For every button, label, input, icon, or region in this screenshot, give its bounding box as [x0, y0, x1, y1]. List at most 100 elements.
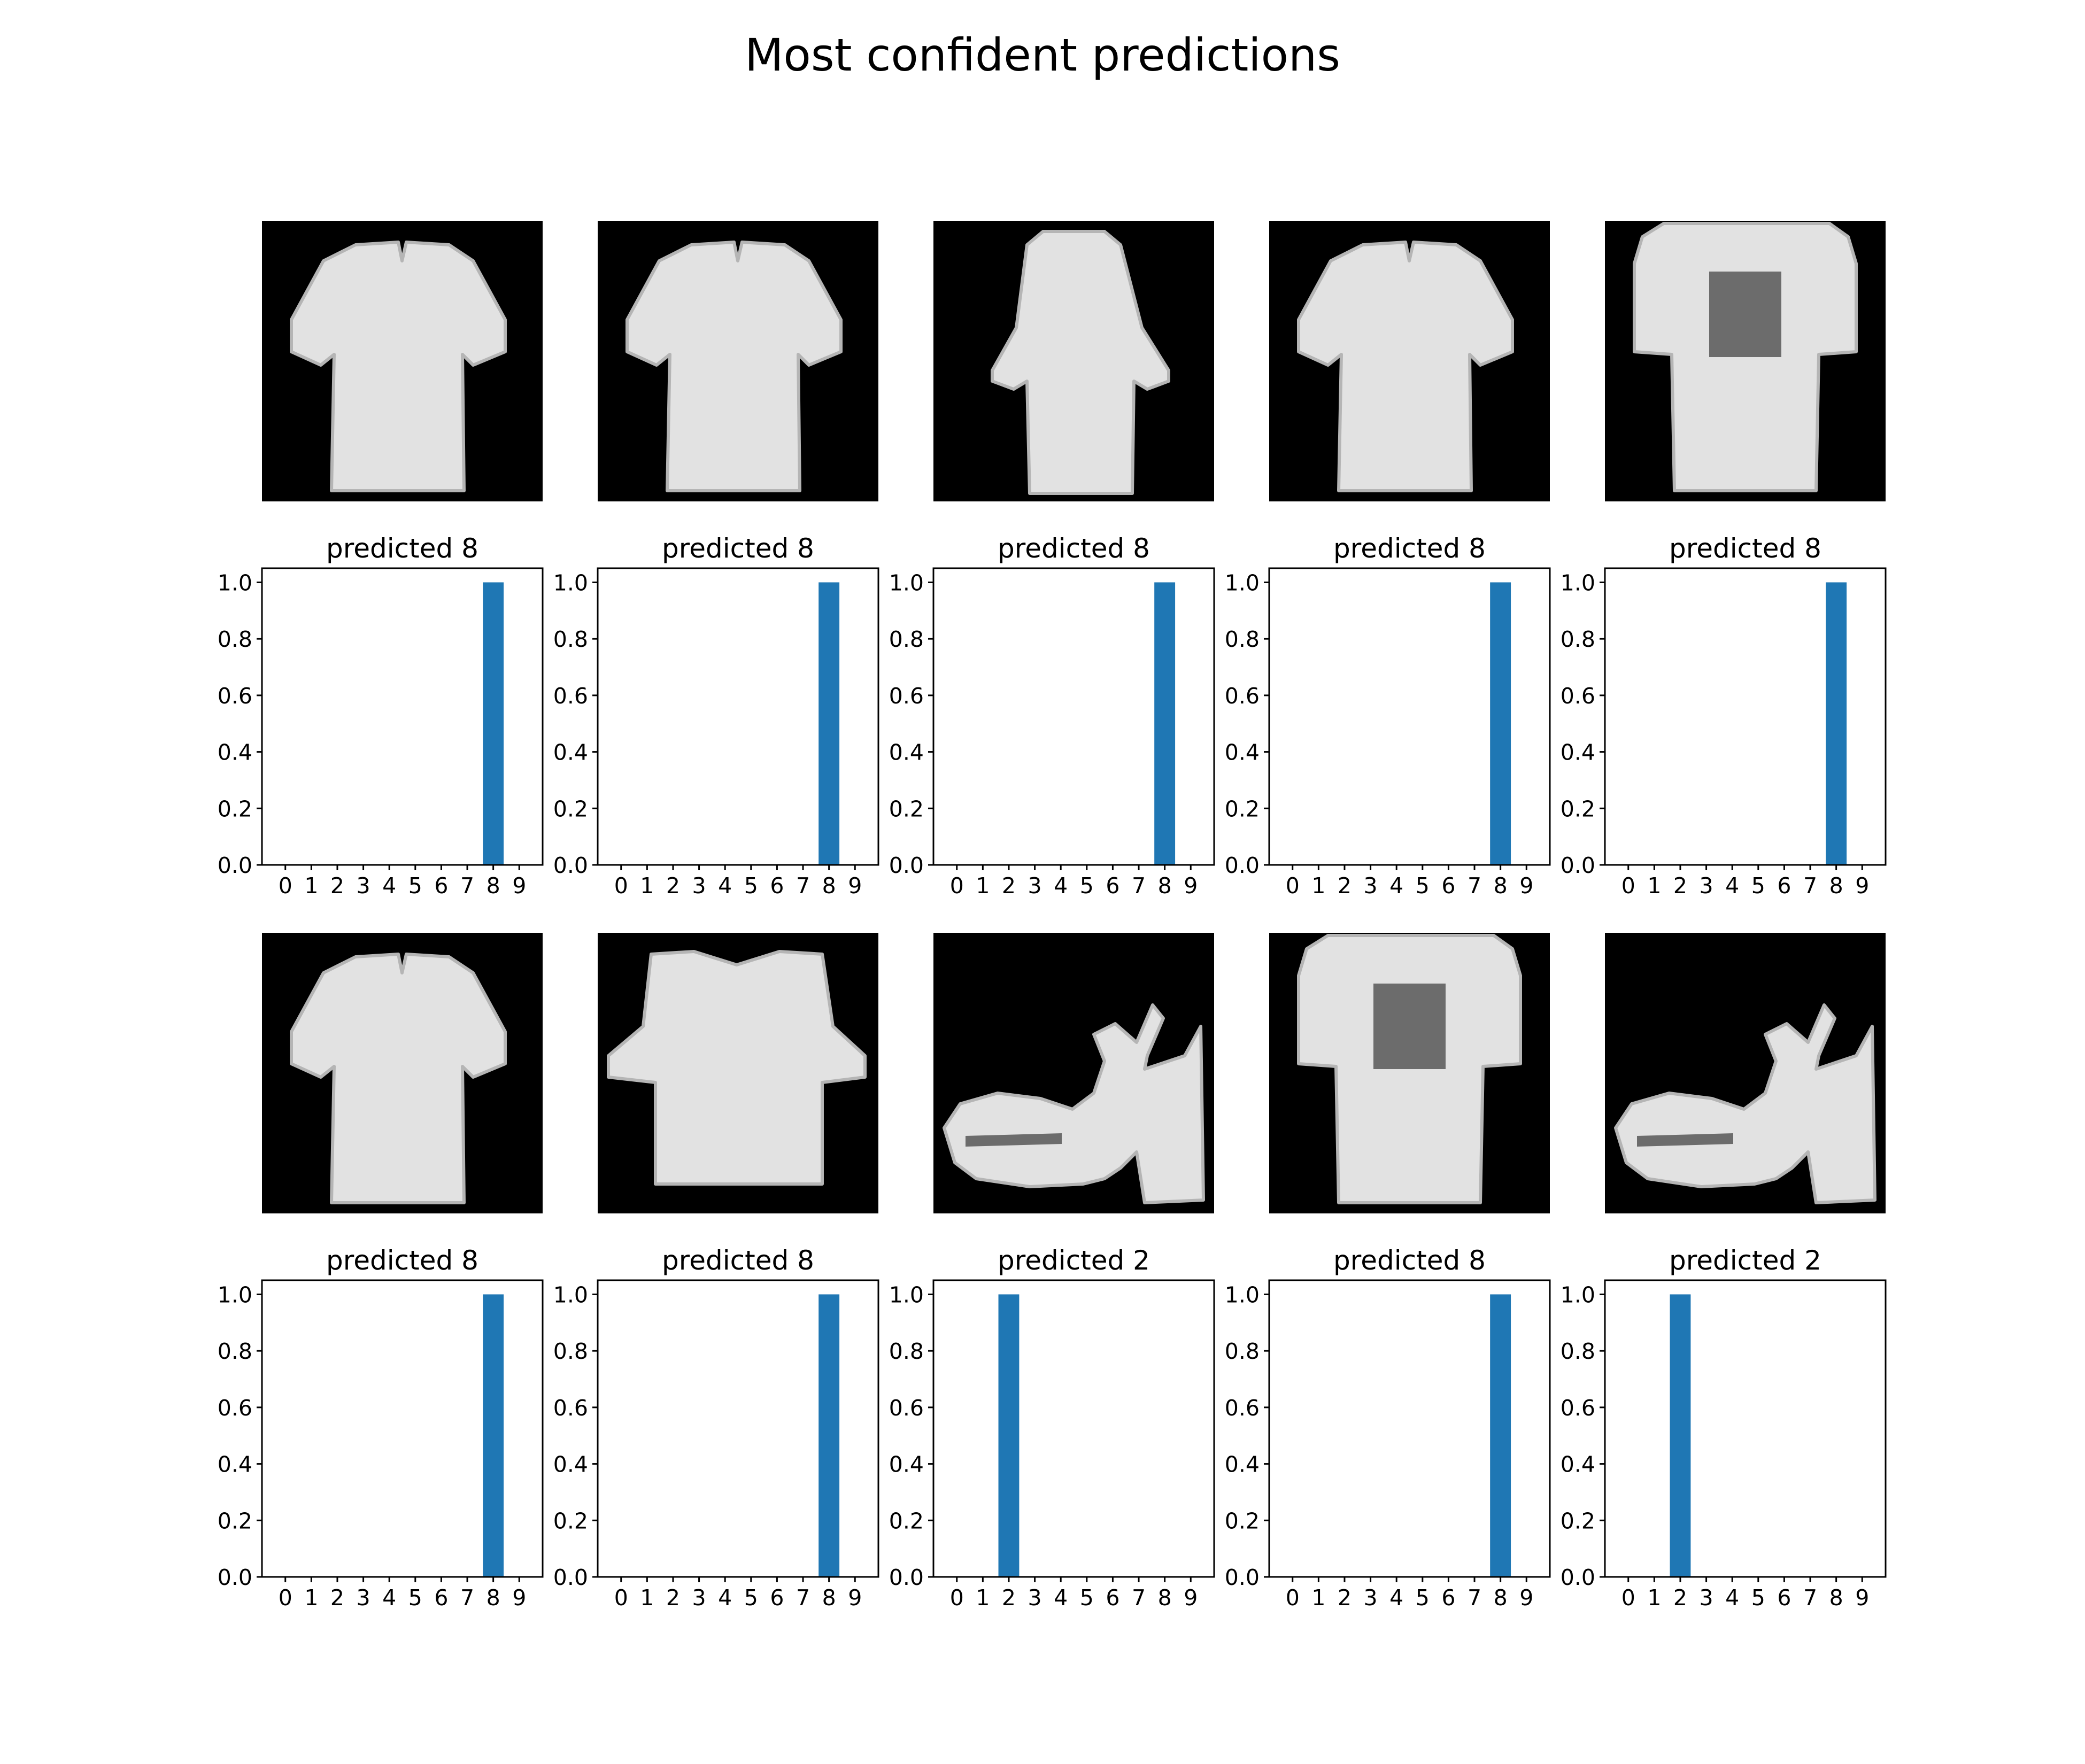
x-tick-label: 2 — [330, 1585, 344, 1611]
x-tick-label: 4 — [1725, 1585, 1739, 1611]
x-tick-label: 9 — [512, 873, 526, 899]
y-tick-label: 0.6 — [1561, 1395, 1595, 1421]
y-tick-label: 0.2 — [1225, 796, 1260, 822]
image-panel — [598, 933, 878, 1213]
x-tick-label: 8 — [486, 1585, 500, 1611]
panel-title: predicted 8 — [1333, 1245, 1486, 1276]
x-tick-label: 0 — [950, 1585, 964, 1611]
y-tick-label: 0.4 — [553, 740, 588, 765]
x-tick-label: 3 — [1700, 1585, 1713, 1611]
image-panel — [933, 221, 1214, 501]
x-tick-label: 9 — [848, 1585, 862, 1611]
bar-2 — [1670, 1294, 1691, 1577]
y-tick-label: 0.0 — [553, 853, 588, 878]
bar-8 — [1826, 582, 1847, 865]
x-tick-label: 3 — [1364, 1585, 1378, 1611]
bar-chart: predicted 8 0.0 0.2 0.4 0.6 0.8 1.0 0 1 2 3 4 5 6 7 8 9 — [218, 533, 544, 899]
y-tick-label: 0.0 — [1561, 1565, 1595, 1590]
y-tick-label: 0.6 — [218, 1395, 252, 1421]
bar-8 — [818, 582, 840, 865]
panel-title: predicted 8 — [1333, 533, 1486, 564]
image-panel — [1269, 933, 1550, 1213]
x-tick-label: 2 — [1673, 1585, 1687, 1611]
x-tick-label: 4 — [1054, 873, 1068, 899]
x-tick-label: 8 — [1158, 873, 1172, 899]
y-tick-label: 0.2 — [1561, 796, 1595, 822]
y-tick-label: 1.0 — [218, 1282, 252, 1307]
x-tick-label: 0 — [950, 873, 964, 899]
x-tick-label: 8 — [1829, 1585, 1843, 1611]
y-tick-label: 0.2 — [1225, 1508, 1260, 1534]
panel-title: predicted 8 — [662, 1245, 814, 1276]
x-tick-label: 7 — [460, 1585, 474, 1611]
y-tick-label: 0.8 — [218, 1339, 252, 1364]
y-tick-label: 1.0 — [889, 1282, 924, 1307]
axes-frame — [597, 567, 879, 866]
y-tick-label: 0.6 — [1225, 683, 1260, 709]
image-panel — [262, 933, 543, 1213]
bar-8 — [483, 582, 504, 865]
x-tick-label: 4 — [1054, 1585, 1068, 1611]
print-pattern — [1373, 984, 1446, 1069]
y-tick-label: 0.0 — [1225, 853, 1260, 878]
image-panel — [1269, 221, 1550, 501]
print-pattern — [1637, 1133, 1733, 1147]
x-tick-label: 0 — [614, 1585, 628, 1611]
y-tick-label: 0.2 — [218, 796, 252, 822]
x-tick-label: 3 — [1028, 1585, 1042, 1611]
bar-chart: predicted 8 0.0 0.2 0.4 0.6 0.8 1.0 0 1 2 3 4 5 6 7 8 9 — [1225, 1245, 1551, 1611]
x-tick-label: 4 — [382, 873, 396, 899]
x-tick-label: 9 — [1184, 1585, 1198, 1611]
tshirt-icon — [290, 241, 507, 492]
x-tick-label: 0 — [1621, 873, 1635, 899]
y-tick-label: 0.2 — [889, 796, 924, 822]
wide-top-icon — [607, 950, 867, 1186]
y-tick-label: 0.0 — [889, 1565, 924, 1590]
y-tick-label: 0.4 — [1225, 1452, 1260, 1477]
x-tick-label: 7 — [460, 873, 474, 899]
x-tick-label: 1 — [1311, 1585, 1325, 1611]
axes-frame — [261, 567, 544, 866]
x-tick-label: 2 — [666, 1585, 680, 1611]
x-tick-label: 9 — [1855, 1585, 1869, 1611]
x-tick-label: 1 — [976, 873, 990, 899]
bar-chart: predicted 8 0.0 0.2 0.4 0.6 0.8 1.0 0 1 2 3 4 5 6 7 8 9 — [1561, 533, 1887, 899]
tshirt-icon — [626, 241, 843, 492]
x-tick-label: 1 — [304, 1585, 318, 1611]
x-tick-label: 4 — [1389, 1585, 1403, 1611]
y-tick-label: 0.6 — [553, 683, 588, 709]
y-tick-label: 0.4 — [218, 1452, 252, 1477]
y-tick-label: 0.4 — [553, 1452, 588, 1477]
x-tick-label: 0 — [279, 1585, 292, 1611]
y-tick-label: 0.4 — [218, 740, 252, 765]
x-tick-label: 4 — [718, 873, 732, 899]
x-tick-label: 1 — [976, 1585, 990, 1611]
print-pattern — [966, 1133, 1062, 1147]
y-tick-label: 1.0 — [553, 570, 588, 595]
y-tick-label: 0.0 — [889, 853, 924, 878]
bar-8 — [1154, 582, 1176, 865]
sandal-icon — [943, 1003, 1205, 1204]
x-tick-label: 3 — [692, 1585, 706, 1611]
axes-frame — [261, 1279, 544, 1578]
panel-title: predicted 8 — [326, 1245, 478, 1276]
bar-chart: predicted 2 0.0 0.2 0.4 0.6 0.8 1.0 0 1 2 3 4 5 6 7 8 9 — [1561, 1245, 1887, 1611]
x-tick-label: 8 — [1158, 1585, 1172, 1611]
y-tick-label: 0.2 — [553, 796, 588, 822]
y-tick-label: 0.6 — [553, 1395, 588, 1421]
bar-chart: predicted 8 0.0 0.2 0.4 0.6 0.8 1.0 0 1 2 3 4 5 6 7 8 9 — [1225, 533, 1551, 899]
axes-frame — [932, 567, 1215, 866]
x-tick-label: 3 — [1028, 873, 1042, 899]
axes-frame — [932, 1279, 1215, 1578]
y-tick-label: 1.0 — [1225, 1282, 1260, 1307]
y-tick-label: 0.6 — [889, 683, 924, 709]
x-tick-label: 6 — [1441, 873, 1455, 899]
x-tick-label: 8 — [822, 1585, 836, 1611]
image-panel — [1605, 933, 1886, 1213]
x-tick-label: 3 — [692, 873, 706, 899]
x-tick-label: 9 — [1519, 873, 1533, 899]
axes-frame — [1604, 567, 1887, 866]
tshirt-icon — [1297, 241, 1514, 492]
axes-frame — [1268, 567, 1551, 866]
x-tick-label: 0 — [279, 873, 292, 899]
